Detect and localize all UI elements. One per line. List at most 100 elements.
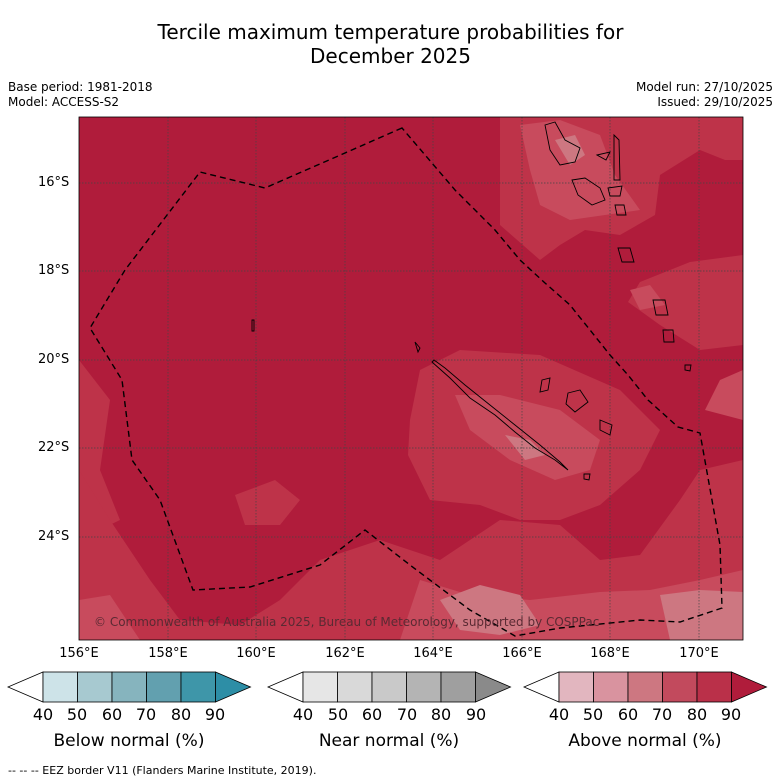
field-70-small [630, 285, 665, 310]
colorbar-segment [371, 671, 407, 703]
colorbar-below-normal [6, 671, 252, 703]
cb-above-tick: 70 [651, 705, 673, 724]
coastlines [251, 121, 692, 481]
ambrym [607, 185, 623, 197]
belep-islands [414, 341, 421, 354]
model-run: Model run: 27/10/2025 [635, 80, 773, 94]
colorbar-segment [627, 671, 663, 703]
cb-near-tick: 70 [396, 705, 418, 724]
map-title: Tercile maximum temperature probabilitie… [0, 20, 781, 68]
colorbar-segment [146, 671, 182, 703]
colorbar-extend-low [266, 671, 304, 703]
field-80-patch [235, 480, 300, 525]
lon-label-166e: 166°E [502, 646, 542, 661]
lon-label-170e: 170°E [679, 646, 719, 661]
field-60-santo [555, 135, 585, 165]
maewo [595, 151, 611, 161]
colorbar-segment [593, 671, 629, 703]
probability-field [79, 117, 743, 640]
colorbar-above-normal [522, 671, 768, 703]
field-70-sw [79, 595, 140, 640]
cb-near-tick: 90 [465, 705, 487, 724]
colorbar-near-normal [266, 671, 512, 703]
field-60-s [440, 585, 540, 635]
malekula [571, 177, 606, 206]
colorbar-segment [696, 671, 732, 703]
colorbar-segment [662, 671, 698, 703]
lifou [565, 389, 589, 413]
cb-below-tick: 80 [170, 705, 192, 724]
lat-label-16s: 16°S [38, 175, 70, 190]
mare [599, 419, 613, 436]
cb-near-tick: 50 [327, 705, 349, 724]
lon-label-164e: 164°E [413, 646, 453, 661]
graticule [79, 117, 743, 640]
copyright: © Commonwealth of Australia 2025, Bureau… [94, 615, 599, 629]
meta-left: Base period: 1981-2018 Model: ACCESS-S2 [8, 80, 153, 110]
cb-above-tick: 40 [548, 705, 570, 724]
colorbar-segment [180, 671, 216, 703]
title-line-1: Tercile maximum temperature probabilitie… [157, 20, 624, 44]
lat-label-18s: 18°S [38, 263, 70, 278]
eez-legend: -- -- -- EEZ border V11 (Flanders Marine… [8, 764, 317, 777]
base-period: Base period: 1981-2018 [8, 80, 153, 94]
pentecost [613, 133, 621, 181]
colorbar-extend-low [6, 671, 44, 703]
colorbar-label-near: Near normal (%) [318, 731, 460, 751]
lon-label-162e: 162°E [325, 646, 365, 661]
issued-date: Issued: 29/10/2025 [657, 95, 773, 109]
colorbar-extend-low [522, 671, 560, 703]
lon-label-156e: 156°E [59, 646, 99, 661]
cb-below-tick: 60 [101, 705, 123, 724]
aneityum [684, 364, 692, 372]
colorbar-extend-high [215, 671, 252, 703]
model-name: Model: ACCESS-S2 [8, 95, 120, 109]
field-70-east [705, 370, 743, 420]
field-60-newcal [505, 435, 545, 460]
tanna [662, 329, 675, 343]
chesterfield-islands [251, 319, 255, 332]
cb-near-tick: 40 [292, 705, 314, 724]
cb-near-tick: 80 [430, 705, 452, 724]
lat-label-22s: 22°S [38, 440, 70, 455]
colorbar-segment [77, 671, 113, 703]
cb-below-tick: 40 [32, 705, 54, 724]
isle-of-pines [583, 473, 591, 481]
cb-below-tick: 90 [204, 705, 226, 724]
meta-right: Model run: 27/10/2025 Issued: 29/10/2025 [636, 80, 773, 110]
field-70-newcal [455, 395, 600, 480]
lon-label-158e: 158°E [148, 646, 188, 661]
cb-above-tick: 80 [686, 705, 708, 724]
cb-above-tick: 90 [720, 705, 742, 724]
colorbar-extend-high [475, 671, 512, 703]
cb-below-tick: 70 [135, 705, 157, 724]
eez-border [89, 127, 723, 637]
colorbar-segment [302, 671, 338, 703]
lon-label-160e: 160°E [236, 646, 276, 661]
colorbar-label-below: Below normal (%) [53, 731, 205, 751]
ouvea [539, 377, 551, 393]
lat-label-20s: 20°S [38, 352, 70, 367]
lat-label-24s: 24°S [38, 529, 70, 544]
epi [614, 204, 627, 216]
colorbar-segment [42, 671, 78, 703]
colorbar-extend-high [731, 671, 768, 703]
colorbar-segment [406, 671, 442, 703]
colorbar-label-above: Above normal (%) [568, 731, 722, 751]
efate [617, 247, 635, 263]
new-caledonia [431, 359, 569, 471]
cb-above-tick: 60 [617, 705, 639, 724]
colorbar-segment [558, 671, 594, 703]
colorbar-segment [111, 671, 147, 703]
title-line-2: December 2025 [310, 44, 471, 68]
cb-near-tick: 60 [361, 705, 383, 724]
map-frame [78, 116, 744, 641]
espiritu-santo [544, 121, 581, 166]
field-80-e [628, 255, 743, 350]
cb-below-tick: 50 [66, 705, 88, 724]
erromango [652, 299, 669, 316]
colorbar-segment [440, 671, 476, 703]
colorbar-segment [337, 671, 373, 703]
lon-label-168e: 168°E [590, 646, 630, 661]
